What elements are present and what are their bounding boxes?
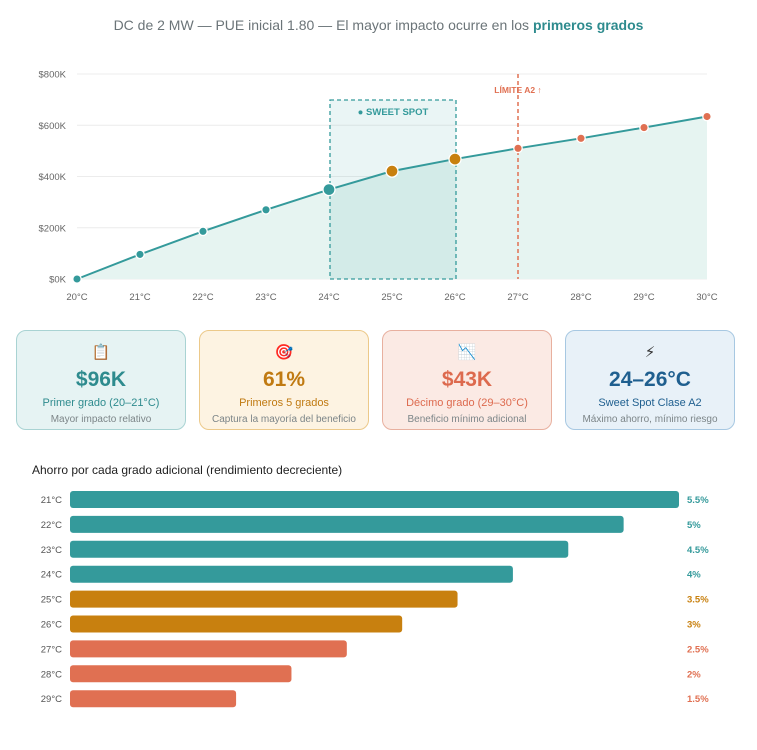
summary-cards: 📋 $96K Primer grado (20–21°C) Mayor impa… [16,330,738,434]
data-point [448,152,462,166]
x-tick-label: 27°C [507,292,528,303]
card-value: $43K [441,368,493,391]
bar [70,515,624,533]
bar [70,590,458,608]
y-tick-label: $800K [39,70,67,81]
target-icon: 🎯 [274,344,294,361]
data-point [135,249,145,260]
bar [70,690,237,708]
data-point [261,204,271,215]
bar-category-label: 25°C [41,595,62,606]
bar-value-label: 4% [687,570,701,581]
limit-a2-label: LÍMITE A2 ↑ [494,85,541,95]
bar-value-label: 4.5% [687,545,709,556]
x-tick-label: 24°C [318,292,339,303]
data-point [639,122,649,133]
x-tick-label: 20°C [66,292,87,303]
bar-value-label: 2% [687,669,701,680]
area-fill [77,116,707,279]
bar-category-label: 28°C [41,669,62,680]
bar [70,615,403,633]
x-tick-label: 23°C [255,292,276,303]
data-point [198,226,208,237]
card-label: Sweet Spot Clase A2 [598,397,702,409]
lightning-icon: ⚡ [644,344,656,361]
data-point [576,133,586,144]
bar-category-label: 29°C [41,694,62,705]
chart-title-text: DC de 2 MW — PUE inicial 1.80 — El mayor… [113,17,530,33]
card-tenth-degree: 📉 $43K Décimo grado (29–30°C) Beneficio … [382,330,552,430]
card-sweet-spot: ⚡ 24–26°C Sweet Spot Clase A2 Máximo aho… [565,330,735,430]
bar [70,565,513,583]
x-tick-label: 25°C [381,292,402,303]
cumulative-savings-line-chart: $0K $200K $400K $600K $800K ● SWEET SPOT LÍMIT… [39,70,718,304]
card-first-five-degrees: 🎯 61% Primeros 5 grados Captura la mayor… [199,330,369,430]
bar-value-label: 3% [687,620,701,631]
card-subtext: Beneficio mínimo adicional [407,414,527,425]
bar [70,540,569,558]
bar-category-label: 21°C [41,495,62,506]
bar [70,640,347,658]
card-label: Décimo grado (29–30°C) [406,397,528,409]
bar-category-label: 23°C [41,545,62,556]
y-tick-label: $0K [49,275,67,286]
y-tick-label: $600K [39,121,67,132]
data-point [702,111,712,122]
card-value: $96K [75,368,127,391]
y-tick-label: $200K [39,223,67,234]
bar-value-label: 2.5% [687,644,709,655]
x-tick-label: 26°C [444,292,465,303]
card-label: Primer grado (20–21°C) [42,397,160,409]
data-point [385,164,399,178]
card-subtext: Mayor impacto relativo [50,414,152,425]
bar-value-label: 5% [687,520,701,531]
card-subtext: Máximo ahorro, mínimo riesgo [582,414,718,425]
x-tick-label: 21°C [129,292,150,303]
x-tick-label: 28°C [570,292,591,303]
bar-value-label: 3.5% [687,595,709,606]
x-tick-label: 22°C [192,292,213,303]
y-tick-label: $400K [39,172,67,183]
bar-category-label: 24°C [41,570,62,581]
chart-decreasing-icon: 📉 [457,344,477,361]
bar [70,491,679,508]
sweet-spot-band [329,99,457,280]
per-degree-savings-bar-chart: 21°C 5.5% 22°C 5% 23°C 4.5% 24°C 4% 25°C 3.5% 26°C… [41,491,709,708]
bar [70,665,292,683]
card-value: 24–26°C [609,368,691,391]
bar-category-label: 26°C [41,620,62,631]
sweet-spot-label: ● SWEET SPOT [358,107,429,118]
bar-value-label: 5.5% [687,495,709,506]
bar-chart-title: Ahorro por cada grado adicional (rendimi… [32,463,343,477]
card-value: 61% [262,368,306,391]
bar-category-label: 22°C [41,520,62,531]
data-point [72,274,82,284]
bar-value-label: 1.5% [687,694,709,705]
card-label: Primeros 5 grados [239,397,329,409]
data-point [322,182,336,197]
data-point [513,143,523,154]
chart-title-highlight: primeros grados [532,17,644,33]
x-tick-label: 29°C [633,292,654,303]
card-subtext: Captura la mayoría del beneficio [212,414,356,425]
x-tick-label: 30°C [696,292,717,303]
bar-category-label: 27°C [41,644,62,655]
card-first-degree: 📋 $96K Primer grado (20–21°C) Mayor impa… [16,330,186,430]
chart-title: DC de 2 MW — PUE inicial 1.80 — El mayor… [0,17,757,33]
clipboard-icon: 📋 [91,344,111,361]
